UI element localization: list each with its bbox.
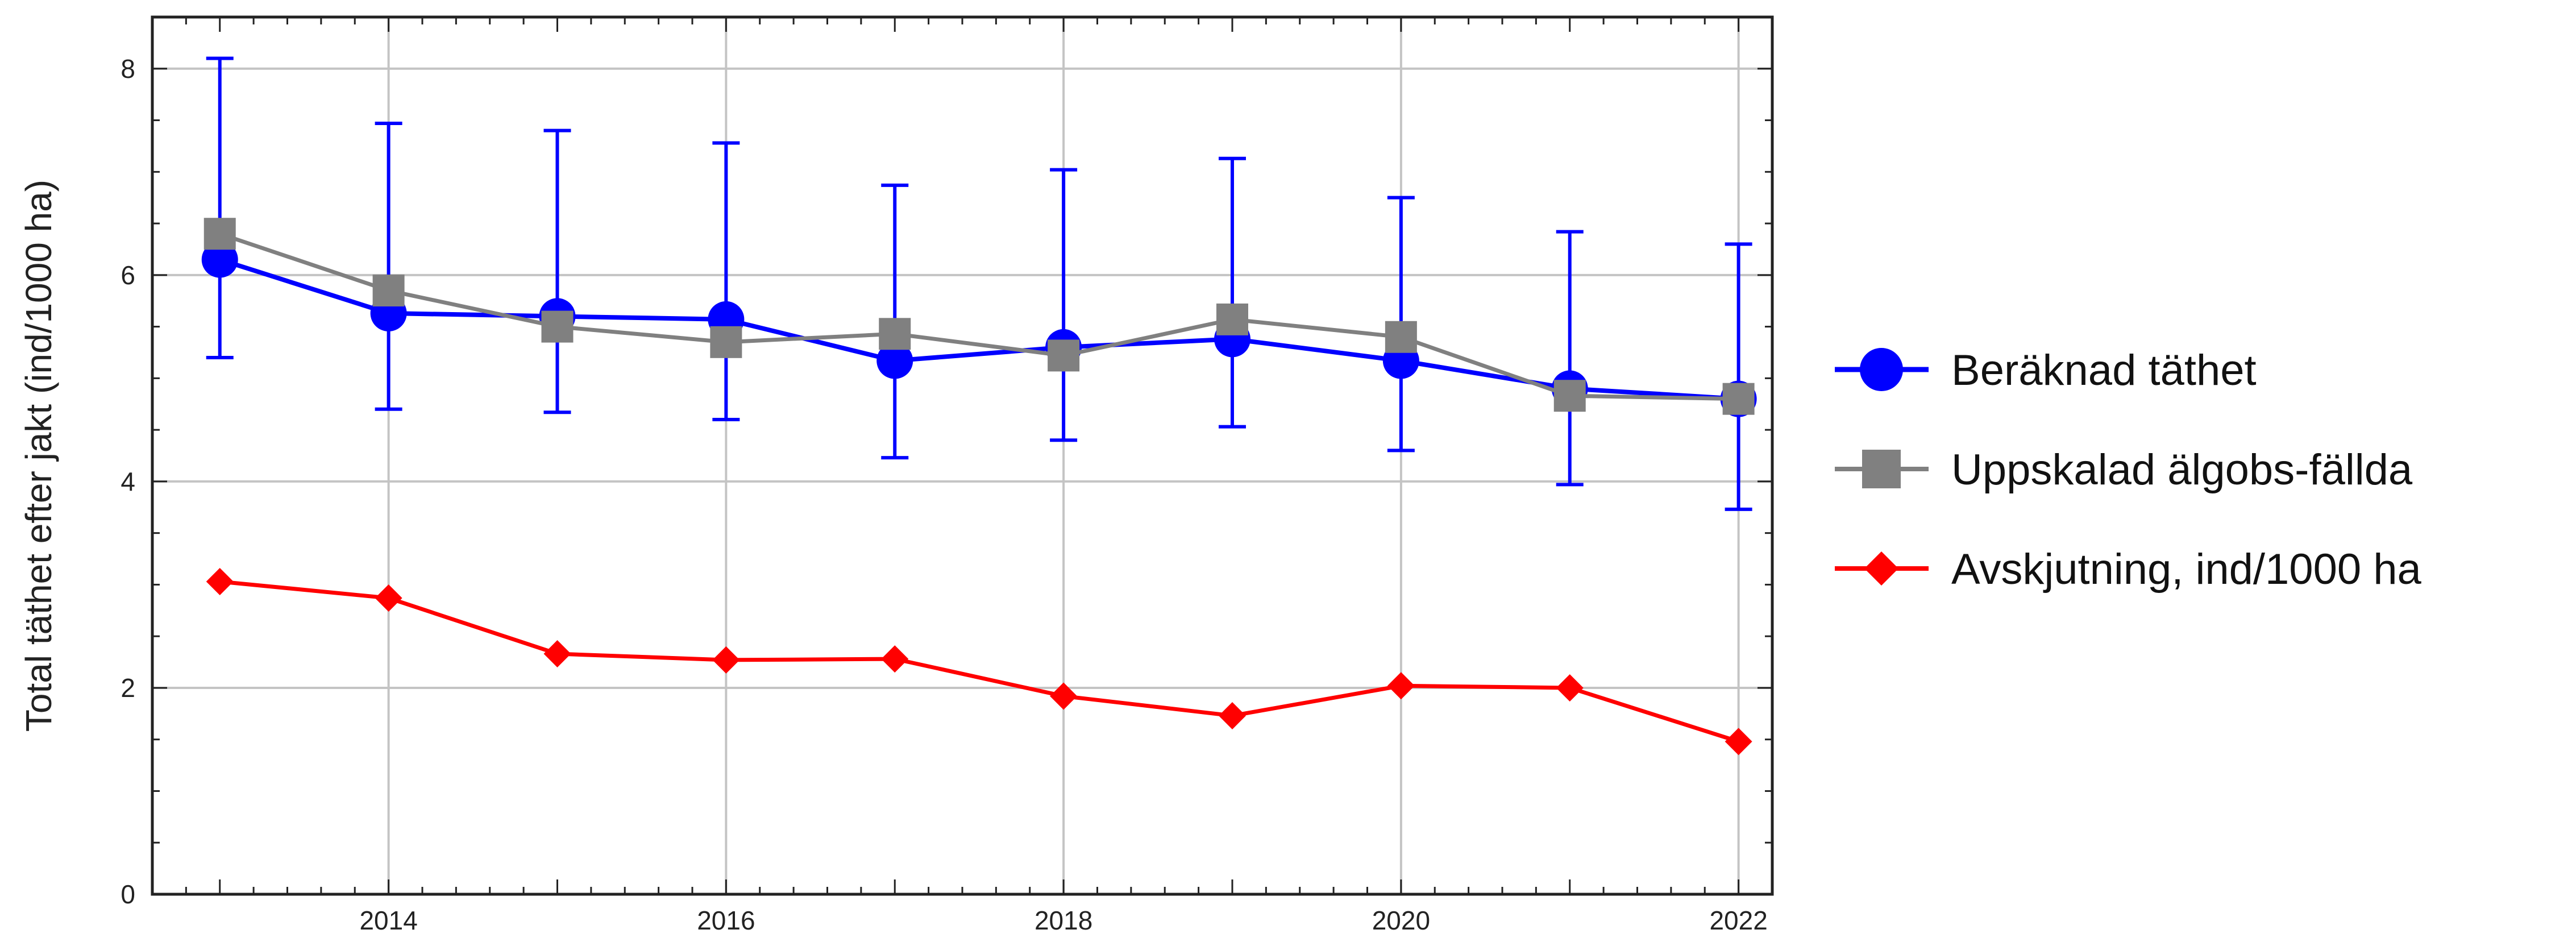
data-point [1048, 339, 1080, 372]
data-point [1553, 380, 1586, 412]
series-3 [206, 567, 1752, 756]
data-point [206, 567, 234, 595]
y-tick-label: 0 [121, 879, 135, 909]
data-point [1050, 682, 1078, 710]
x-tick-label: 2016 [697, 906, 755, 935]
data-point [1387, 672, 1415, 700]
data-point [1862, 450, 1901, 488]
data-point [375, 584, 402, 612]
data-point [543, 640, 571, 668]
data-point [876, 342, 913, 379]
x-tick-label: 2022 [1709, 906, 1767, 935]
series-2 [203, 218, 1755, 415]
x-tick-label: 2014 [359, 906, 417, 935]
x-tick-label: 2020 [1372, 906, 1430, 935]
data-point [1219, 702, 1246, 729]
legend-label: Uppskalad älgobs-fällda [1951, 446, 2413, 494]
legend-label: Beräknad täthet [1951, 346, 2257, 395]
y-tick-label: 8 [121, 54, 135, 84]
series-layer [201, 56, 1757, 756]
data-point [1860, 348, 1903, 391]
data-point [1864, 551, 1898, 586]
data-point [201, 241, 238, 278]
axes [151, 15, 1774, 896]
legend-item: Beräknad täthet [1835, 346, 2257, 395]
legend: Beräknad täthet Uppskalad älgobs-fällda Av… [1835, 346, 2421, 594]
y-tick-label: 6 [121, 260, 135, 290]
data-point [541, 310, 574, 343]
tick-labels: 2014 2016 2018 2020 2022 0 2 4 6 8 [121, 54, 1767, 935]
x-tick-label: 2018 [1034, 906, 1092, 935]
data-point [1725, 728, 1752, 756]
legend-label: Avskjutning, ind/1000 ha [1951, 545, 2421, 594]
data-point [710, 326, 742, 358]
data-point [881, 645, 909, 673]
legend-item: Avskjutning, ind/1000 ha [1835, 545, 2421, 594]
data-point [1385, 321, 1417, 353]
y-tick-label: 2 [121, 673, 135, 703]
y-axis-title: Total täthet efter jakt (ind/1000 ha) [18, 180, 59, 732]
data-point [1556, 674, 1584, 702]
series-line [219, 231, 1739, 401]
legend-item: Uppskalad älgobs-fällda [1835, 446, 2413, 494]
series-line [219, 579, 1739, 744]
y-tick-label: 4 [121, 467, 135, 496]
data-point [203, 218, 236, 250]
data-point [1216, 303, 1248, 335]
series-line [219, 257, 1739, 401]
data-point [372, 275, 405, 307]
data-point [1722, 383, 1755, 415]
data-point [712, 646, 740, 674]
data-point [879, 318, 911, 350]
